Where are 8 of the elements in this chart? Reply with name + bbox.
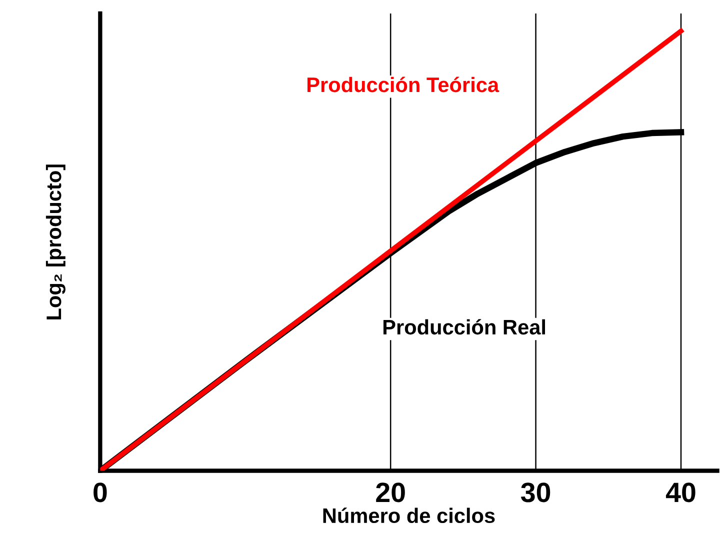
x-tick-label: 40: [666, 482, 696, 502]
x-tick-label: 30: [520, 482, 550, 502]
y-axis-title: Log₂ [producto]: [46, 164, 66, 320]
text: Producción Teórica: [307, 76, 500, 92]
x-tick-label: 0: [94, 482, 107, 502]
x-axis-title: Número de ciclos: [323, 508, 495, 524]
text: Producción Real: [383, 319, 545, 335]
x-tick-label: 20: [376, 482, 405, 502]
